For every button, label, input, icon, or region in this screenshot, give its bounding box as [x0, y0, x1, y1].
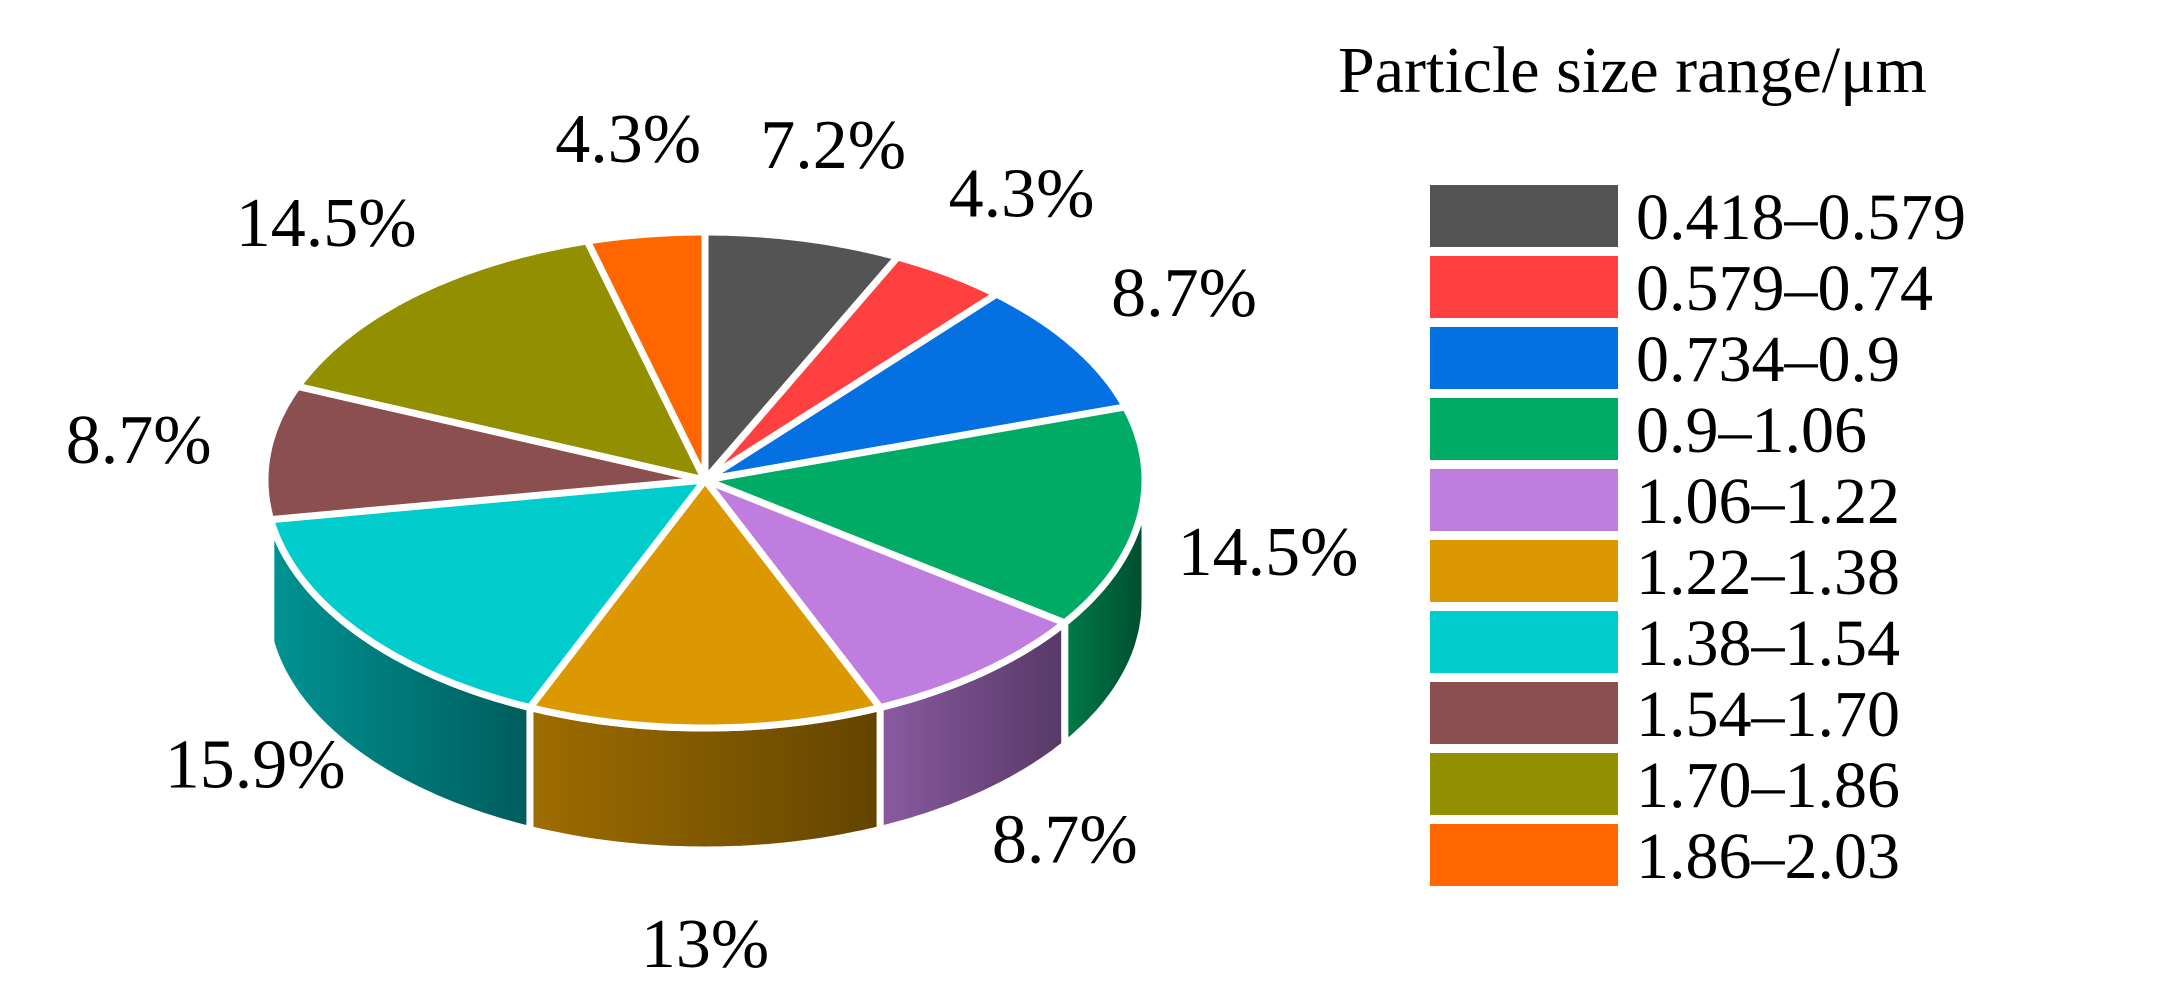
pie-label-6: 15.9%	[165, 727, 346, 804]
legend-swatch-8	[1430, 753, 1618, 815]
pie-label-3: 14.5%	[1178, 514, 1359, 591]
pie-slice-3	[701, 403, 1149, 627]
legend: Particle size range/μm 0.418–0.5790.579–…	[1338, 34, 1966, 893]
legend-swatch-7	[1430, 682, 1618, 744]
legend-swatch-2	[1430, 327, 1618, 389]
legend-label-7: 1.54–1.70	[1636, 678, 1900, 751]
pie-slice-9	[583, 228, 709, 484]
pie-slice-5	[526, 476, 884, 732]
pie-label-0: 7.2%	[760, 107, 906, 184]
pie-slice-2	[701, 290, 1129, 484]
legend-label-6: 1.38–1.54	[1636, 607, 1900, 680]
pie-label-8: 14.5%	[236, 185, 417, 262]
legend-label-4: 1.06–1.22	[1636, 465, 1900, 538]
pie-label-7: 8.7%	[66, 402, 212, 479]
pie-label-4: 8.7%	[992, 802, 1138, 879]
pie-label-1: 4.3%	[949, 156, 1095, 233]
pie-slice-0	[701, 228, 902, 484]
legend-swatch-1	[1430, 256, 1618, 318]
pie-slice-6	[267, 476, 709, 711]
legend-label-3: 0.9–1.06	[1636, 394, 1867, 467]
pie-label-9: 4.3%	[555, 101, 701, 178]
pie-slice-8	[294, 237, 709, 484]
legend-title: Particle size range/μm	[1338, 34, 1927, 107]
pie-top-faces	[261, 228, 1149, 732]
pie-label-5: 13%	[641, 906, 769, 983]
legend-label-1: 0.579–0.74	[1636, 252, 1933, 325]
pie-slice-1	[701, 253, 1000, 484]
legend-label-8: 1.70–1.86	[1636, 749, 1900, 822]
legend-label-2: 0.734–0.9	[1636, 323, 1900, 396]
pie-label-2: 8.7%	[1111, 255, 1257, 332]
pie-slice-4	[701, 476, 1069, 711]
legend-swatch-3	[1430, 398, 1618, 460]
legend-swatch-9	[1430, 824, 1618, 886]
legend-label-9: 1.86–2.03	[1636, 820, 1900, 893]
pie-percent-labels: 7.2%4.3%8.7%14.5%8.7%13%15.9%8.7%14.5%4.…	[66, 101, 1359, 983]
legend-swatch-6	[1430, 611, 1618, 673]
pie-slice-7	[261, 382, 709, 524]
legend-label-0: 0.418–0.579	[1636, 181, 1966, 254]
legend-swatch-0	[1430, 185, 1618, 247]
legend-items: 0.418–0.5790.579–0.740.734–0.90.9–1.061.…	[1430, 181, 1966, 893]
legend-swatch-4	[1430, 469, 1618, 531]
legend-swatch-5	[1430, 540, 1618, 602]
legend-label-5: 1.22–1.38	[1636, 536, 1900, 609]
